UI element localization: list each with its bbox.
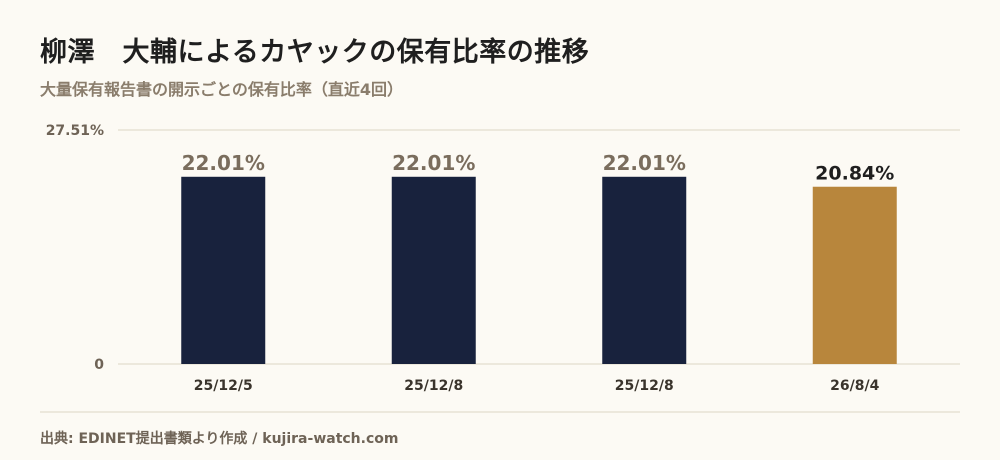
x-tick-label: 26/8/4 — [830, 378, 879, 394]
bar-25/12/8 — [391, 176, 476, 364]
y-tick-label: 0 — [94, 357, 104, 373]
x-tick-label: 25/12/5 — [194, 378, 253, 394]
label-layer: 0 27.51% 22.01% 25/12/5 22.01% 25/12/8 22.01% 2… — [46, 123, 895, 394]
x-tick-label: 25/12/8 — [404, 378, 463, 394]
bar-value-label: 22.01% — [392, 151, 475, 175]
y-tick-label: 27.51% — [46, 123, 104, 139]
bar-value-label: 22.01% — [603, 151, 686, 175]
bar-value-label: 22.01% — [182, 151, 265, 175]
bar-layer — [181, 176, 897, 364]
source-note: 出典: EDINET提出書類より作成 / kujira-watch.com — [40, 431, 399, 447]
chart-subtitle: 大量保有報告書の開示ごとの保有比率（直近4回） — [40, 80, 403, 99]
bar-25/12/5 — [181, 176, 266, 364]
bar-value-label: 20.84% — [815, 163, 894, 185]
chart-title: 柳澤 大輔によるカヤックの保有比率の推移 — [40, 37, 590, 68]
bar-25/12/8 — [602, 176, 687, 364]
x-tick-label: 25/12/8 — [615, 378, 674, 394]
bar-26/8/4 — [812, 186, 897, 364]
